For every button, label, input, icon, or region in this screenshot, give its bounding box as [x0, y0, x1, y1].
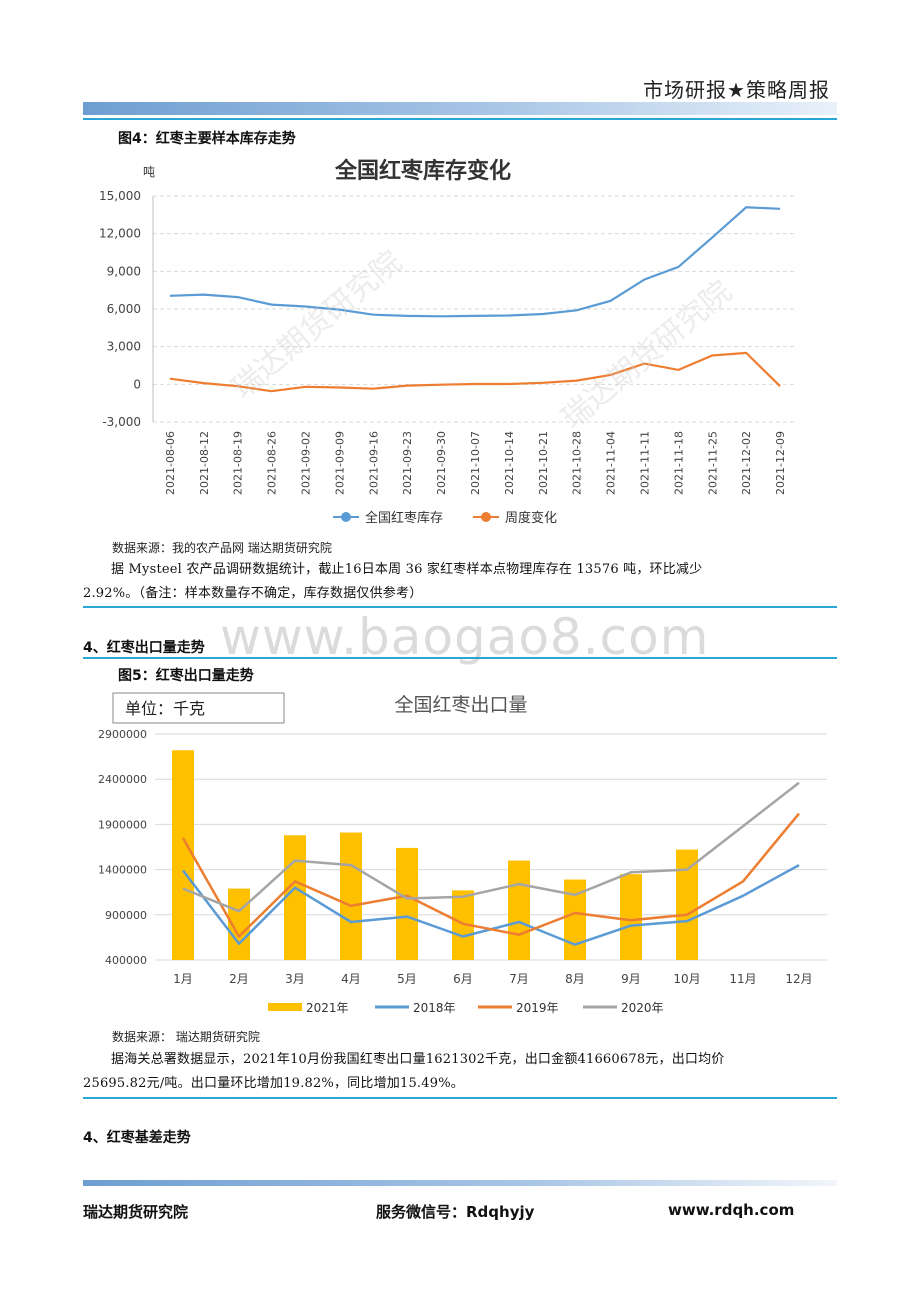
page-watermark: www.baogao8.com	[220, 608, 710, 666]
paragraph-inventory-line1: 据 Mysteel 农产品调研数据统计，截止16日本周 36 家红枣样本点物理库…	[111, 562, 703, 577]
export-chart: 单位：千克 全国红枣出口量 2900000 2400000 1900000 1400000…	[98, 692, 827, 1015]
inventory-x-tick: 2021-10-14	[503, 431, 516, 495]
export-legend-label: 2018年	[413, 1001, 456, 1015]
inventory-x-tick: 2021-09-09	[333, 431, 346, 495]
paragraph-export-line1: 据海关总署数据显示，2021年10月份我国红枣出口量1621302千克，出口金额…	[111, 1052, 725, 1067]
export-unit-label: 单位：千克	[125, 699, 205, 718]
inventory-y-tick: 15,000	[99, 189, 141, 203]
inventory-x-tick: 2021-10-07	[469, 431, 482, 495]
export-y-tick: 2400000	[98, 773, 147, 786]
inventory-x-tick: 2021-11-11	[638, 431, 651, 495]
inventory-x-tick: 2021-11-18	[672, 431, 685, 495]
figure4-label: 图4：红枣主要样本库存走势	[118, 131, 296, 147]
inventory-x-tick: 2021-12-09	[774, 431, 787, 495]
inventory-chart-watermark: 瑞达期货研究院	[225, 244, 408, 406]
header-title: 市场研报★策略周报	[643, 78, 830, 102]
export-x-tick: 9月	[621, 972, 641, 986]
inventory-chart-title: 全国红枣库存变化	[334, 158, 511, 184]
export-x-tick: 3月	[285, 972, 305, 986]
inventory-y-tick: 3,000	[107, 340, 141, 354]
inventory-x-tick: 2021-09-30	[435, 431, 448, 495]
export-bar-2021	[340, 832, 362, 960]
export-bar-2021	[284, 835, 306, 960]
export-x-tick: 5月	[397, 972, 417, 986]
export-y-tick: 400000	[105, 954, 147, 967]
section-rule-2	[83, 657, 837, 659]
export-bar-2021	[564, 879, 586, 960]
export-legend-label: 2020年	[621, 1001, 664, 1015]
figure5-label: 图5：红枣出口量走势	[118, 668, 254, 684]
figure4-source: 数据来源：我的农产品网 瑞达期货研究院	[112, 541, 332, 555]
inventory-y-tick: -3,000	[102, 415, 141, 429]
export-series-line-2019年	[181, 812, 800, 938]
export-x-tick: 4月	[341, 972, 361, 986]
export-y-tick: 1400000	[98, 864, 147, 877]
export-x-tick: 7月	[509, 972, 529, 986]
figure5-source: 数据来源： 瑞达期货研究院	[112, 1030, 260, 1044]
paragraph-export: 据海关总署数据显示，2021年10月份我国红枣出口量1621302千克，出口金额…	[83, 1048, 837, 1096]
inventory-y-tick: 12,000	[99, 227, 141, 241]
export-bar-2021	[452, 890, 474, 960]
export-legend-swatch	[268, 1003, 302, 1011]
export-bar-2021	[508, 860, 530, 960]
inventory-x-tick: 2021-08-26	[266, 431, 279, 495]
inventory-x-tick: 2021-12-02	[740, 431, 753, 495]
export-bar-2021	[396, 847, 418, 960]
inventory-x-tick: 2021-11-04	[605, 431, 618, 495]
inventory-x-tick: 2021-09-02	[300, 431, 313, 495]
export-chart-title: 全国红枣出口量	[394, 694, 527, 716]
export-x-tick: 11月	[729, 972, 756, 986]
inventory-x-tick: 2021-08-12	[198, 431, 211, 495]
inventory-legend-label: 周度变化	[505, 510, 557, 526]
footer-institute: 瑞达期货研究院	[83, 1203, 189, 1221]
paragraph-export-line2: 25695.82元/吨。出口量环比增加19.82%，同比增加15.49%。	[83, 1076, 464, 1091]
inventory-x-tick: 2021-08-19	[232, 431, 245, 495]
inventory-y-tick: 6,000	[107, 302, 141, 316]
export-series-line-2020年	[182, 781, 800, 913]
inventory-y-tick: 0	[133, 377, 141, 391]
inventory-series-line-1	[169, 206, 781, 318]
export-bar-2021	[620, 874, 642, 960]
paragraph-inventory-line2: 2.92%。（备注：样本数量存不确定，库存数据仅供参考）	[83, 586, 423, 601]
export-x-tick: 8月	[565, 972, 585, 986]
export-x-tick: 12月	[785, 972, 812, 986]
export-legend-label: 2021年	[306, 1001, 349, 1015]
export-legend-label: 2019年	[516, 1001, 559, 1015]
inventory-x-tick: 2021-09-16	[367, 431, 380, 495]
paragraph-inventory: 据 Mysteel 农产品调研数据统计，截止16日本周 36 家红枣样本点物理库…	[83, 558, 837, 606]
inventory-x-tick: 2021-08-06	[164, 431, 177, 495]
footer-wechat: 服务微信号：Rdqhyjy	[376, 1203, 535, 1221]
export-x-tick: 10月	[673, 972, 700, 986]
section-export-title: 4、红枣出口量走势	[83, 640, 205, 656]
export-unit-box	[112, 692, 285, 724]
inventory-x-tick: 2021-10-28	[571, 431, 584, 495]
export-bar-2021	[676, 849, 698, 960]
header-bar	[83, 102, 837, 115]
export-y-tick: 900000	[105, 909, 147, 922]
inventory-chart: 吨 全国红枣库存变化 15,000 12,000 9,000 6,000 3,000 0 -3,…	[99, 158, 797, 526]
export-x-tick: 2月	[229, 972, 249, 986]
inventory-legend-marker	[481, 512, 491, 522]
section-rule-3	[83, 1097, 837, 1099]
footer-website[interactable]: www.rdqh.com	[668, 1201, 795, 1219]
export-bar-2021	[172, 750, 194, 960]
export-x-tick: 1月	[173, 972, 193, 986]
header-rule	[83, 118, 837, 120]
footer-bar	[83, 1180, 837, 1186]
inventory-x-tick: 2021-11-25	[706, 431, 719, 495]
inventory-y-tick: 9,000	[107, 264, 141, 278]
section-basis-title: 4、红枣基差走势	[83, 1130, 191, 1146]
export-x-tick: 6月	[453, 972, 473, 986]
section-rule-1	[83, 606, 837, 608]
inventory-unit-label: 吨	[143, 165, 155, 179]
export-y-tick: 1900000	[98, 818, 147, 831]
inventory-legend-marker	[341, 512, 351, 522]
inventory-legend-label: 全国红枣库存	[365, 510, 443, 526]
export-y-tick: 2900000	[98, 728, 147, 741]
inventory-x-tick: 2021-09-23	[401, 431, 414, 495]
inventory-x-tick: 2021-10-21	[537, 431, 550, 495]
inventory-series-line-2	[169, 351, 781, 393]
